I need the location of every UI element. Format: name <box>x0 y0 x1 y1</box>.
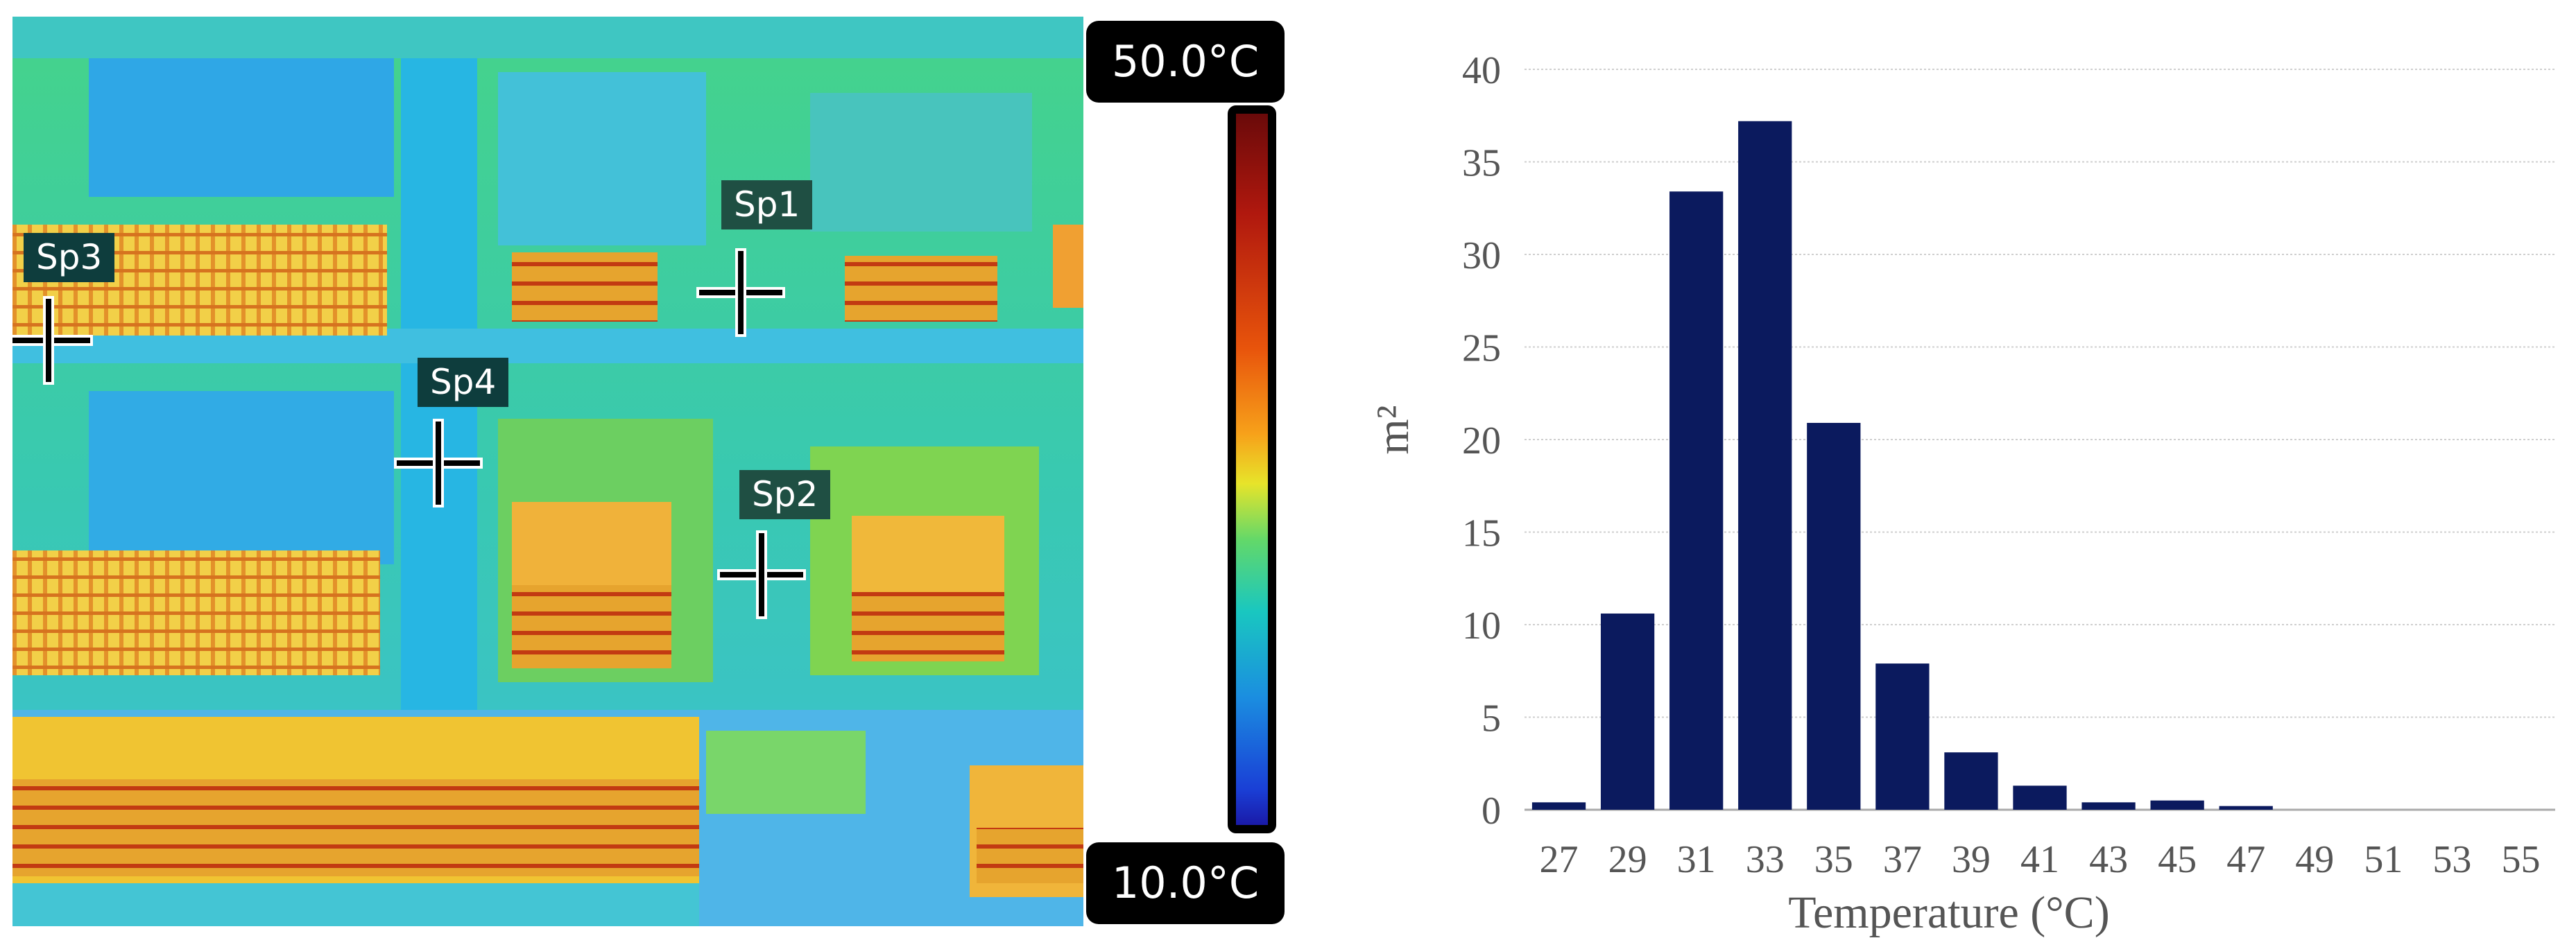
chart-bars <box>1531 121 2273 810</box>
y-axis-title: m² <box>1368 405 1418 454</box>
bar-43 <box>2081 802 2136 810</box>
bar-31 <box>1669 191 1724 810</box>
y-tick-label: 25 <box>1462 327 1501 370</box>
y-tick-label: 20 <box>1462 419 1501 462</box>
x-tick-label: 45 <box>2158 838 2197 881</box>
x-tick-label: 31 <box>1677 838 1716 881</box>
y-tick-label: 15 <box>1462 512 1501 555</box>
spot-sp3-crosshair <box>12 299 90 382</box>
spot-sp1-crosshair <box>699 251 782 334</box>
bar-47 <box>2219 806 2273 810</box>
spot-sp4-crosshair <box>397 422 480 505</box>
bar-39 <box>1944 752 1998 810</box>
y-tick-label: 35 <box>1462 142 1501 185</box>
y-tick-label: 30 <box>1462 234 1501 277</box>
spot-label-sp4: Sp4 <box>418 358 509 407</box>
y-tick-label: 40 <box>1462 49 1501 92</box>
histogram-chart: 0 5 10 15 20 25 30 35 40 27 29 31 33 35 37 39 41 43 45 47 4… <box>1368 49 2555 938</box>
spot-sp2-crosshair <box>720 533 803 616</box>
x-axis-ticks: 27 29 31 33 35 37 39 41 43 45 47 49 51 53 55 <box>1540 838 2541 881</box>
bar-29 <box>1600 613 1655 810</box>
scale-max-label: 50.0°C <box>1086 21 1285 103</box>
x-axis-title: Temperature (°C) <box>1788 887 2109 938</box>
bar-41 <box>2013 785 2067 810</box>
y-axis-ticks: 0 5 10 15 20 25 30 35 40 <box>1462 49 1501 833</box>
spot-label-sp1: Sp1 <box>721 180 813 229</box>
x-tick-label: 53 <box>2432 838 2471 881</box>
spot-label-sp3: Sp3 <box>24 233 115 282</box>
bar-33 <box>1738 121 1792 810</box>
bar-45 <box>2150 800 2204 810</box>
x-tick-label: 29 <box>1608 838 1647 881</box>
y-tick-label: 10 <box>1462 605 1501 648</box>
x-tick-label: 43 <box>2089 838 2128 881</box>
bar-27 <box>1531 802 1586 810</box>
x-tick-label: 33 <box>1746 838 1785 881</box>
spot-label-sp2: Sp2 <box>739 470 831 519</box>
x-tick-label: 49 <box>2295 838 2334 881</box>
x-tick-label: 39 <box>1952 838 1991 881</box>
color-scale-bar <box>1228 105 1276 833</box>
x-tick-label: 41 <box>2020 838 2059 881</box>
x-tick-label: 55 <box>2501 838 2540 881</box>
x-tick-label: 37 <box>1883 838 1922 881</box>
x-tick-label: 51 <box>2364 838 2403 881</box>
x-tick-label: 27 <box>1540 838 1579 881</box>
thermal-scene <box>12 17 1083 926</box>
y-tick-label: 0 <box>1482 790 1501 833</box>
x-tick-label: 47 <box>2226 838 2265 881</box>
scale-min-label: 10.0°C <box>1086 842 1285 924</box>
thermal-image: Sp1 Sp2 Sp3 Sp4 <box>12 17 1083 926</box>
y-tick-label: 5 <box>1482 697 1501 740</box>
x-tick-label: 35 <box>1814 838 1853 881</box>
bar-37 <box>1875 663 1930 810</box>
bar-35 <box>1807 422 1861 810</box>
